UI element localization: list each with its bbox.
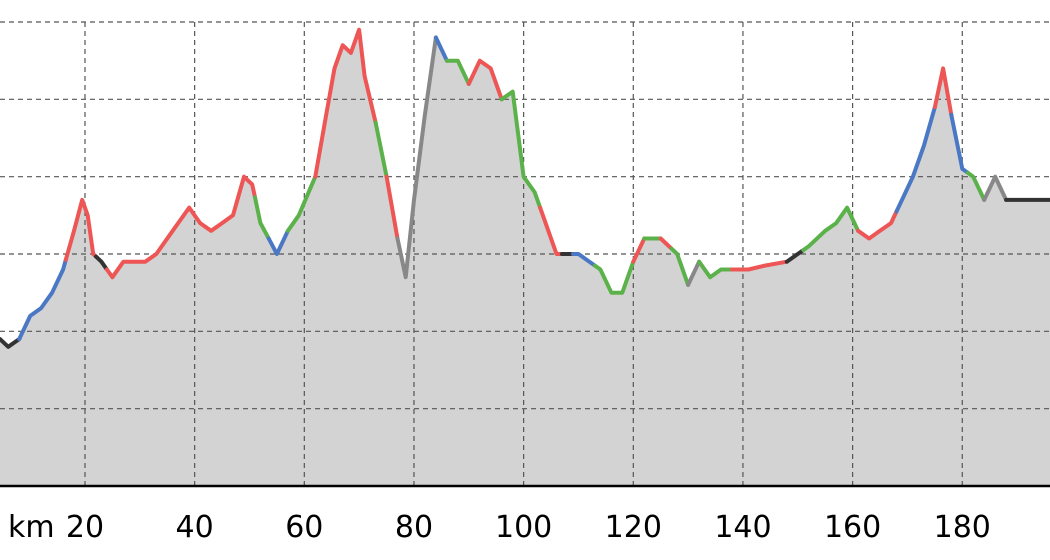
profile-segment-green — [697, 259, 734, 280]
profile-segment-blue — [894, 105, 937, 214]
profile-segment-green — [253, 195, 271, 241]
profile-segment-red — [466, 58, 504, 102]
profile-segment-blue — [266, 228, 290, 256]
profile-segment-red — [63, 197, 98, 262]
profile-line-layer — [0, 27, 1050, 349]
profile-segment-red — [730, 259, 789, 272]
x-tick-label: 180 — [934, 510, 991, 545]
profile-segment-red — [658, 236, 674, 251]
profile-segment-gray — [686, 259, 702, 287]
profile-segment-gray — [395, 35, 438, 280]
profile-segment-green — [669, 246, 691, 287]
profile-area — [0, 29, 1050, 486]
profile-segment-red — [856, 209, 899, 241]
x-tick-labels: km 20 40 60 80 100 120 140 160 180 — [8, 510, 991, 545]
profile-segment-red — [384, 174, 400, 241]
profile-segment-blue — [17, 257, 68, 342]
profile-segment-red — [932, 66, 954, 117]
profile-segment-green — [801, 205, 861, 253]
profile-segment-red — [313, 27, 378, 179]
profile-segment-dark — [784, 248, 806, 264]
profile-area-layer — [0, 29, 1050, 486]
x-tick-label: 140 — [714, 510, 771, 545]
grid-layer — [0, 21, 1050, 486]
x-tick-label: 20 — [66, 510, 104, 545]
profile-segment-blue — [571, 252, 597, 268]
x-tick-label: 120 — [605, 510, 662, 545]
profile-segment-green — [592, 259, 636, 295]
profile-segment-green — [285, 174, 318, 233]
profile-segment-blue — [949, 112, 970, 175]
profile-segment-dark — [94, 254, 109, 272]
x-tick-label: 100 — [495, 510, 552, 545]
profile-segment-blue — [433, 35, 449, 63]
profile-segment-gray — [982, 174, 1009, 202]
profile-segment-red — [104, 174, 257, 280]
profile-segment-green — [373, 120, 389, 179]
profile-segment-green — [444, 58, 471, 86]
x-tick-label: 40 — [176, 510, 214, 545]
x-tick-label: 80 — [395, 510, 433, 545]
x-tick-label: 60 — [285, 510, 323, 545]
x-tick-label: 160 — [824, 510, 881, 545]
profile-segment-green — [499, 89, 543, 210]
profile-segment-red — [631, 236, 647, 264]
profile-segment-dark — [0, 337, 22, 349]
profile-segment-red — [538, 205, 564, 256]
x-unit-label: km — [8, 510, 55, 545]
profile-segment-green — [965, 170, 987, 202]
